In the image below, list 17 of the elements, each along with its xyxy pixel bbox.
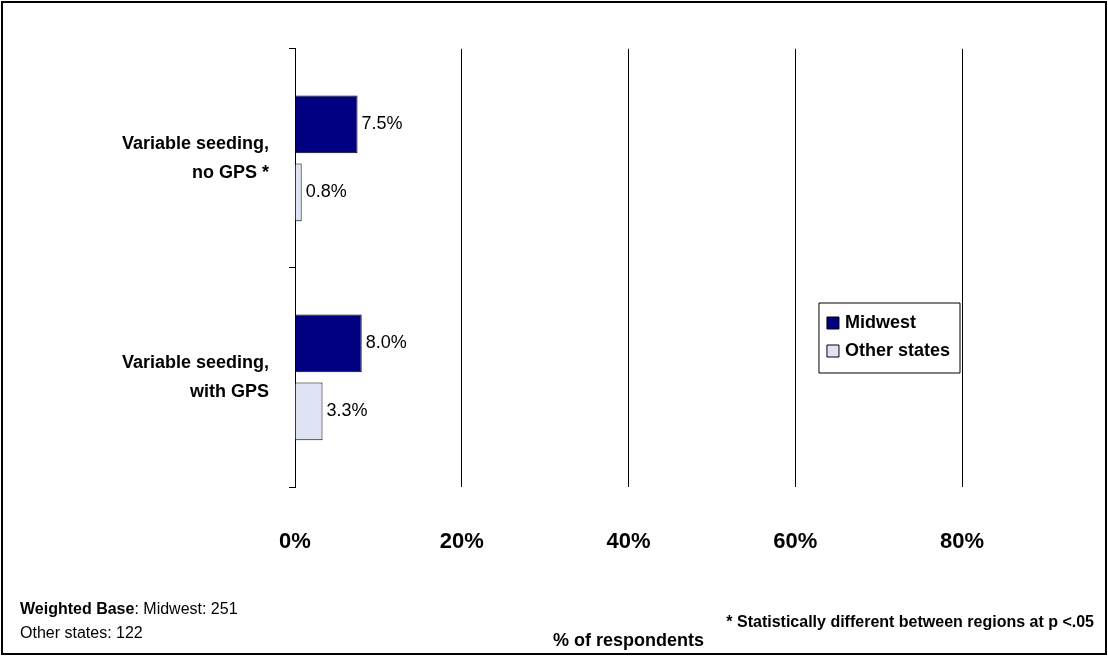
text: Other states: 122 <box>20 624 143 642</box>
x-tick-label: 40% <box>606 528 651 554</box>
x-tick-label: 20% <box>439 528 484 554</box>
data-label: 7.5% <box>361 113 403 134</box>
data-label: 0.8% <box>305 181 347 202</box>
text: * Statistically different between regions at p <.05 <box>726 613 1094 631</box>
y-tick-label: Variable seeding, with GPS <box>121 352 269 401</box>
x-tick-label: 60% <box>773 528 818 554</box>
x-axis-title: % of respondents <box>552 630 705 651</box>
data-label: 8.0% <box>365 332 407 353</box>
x-tick-label: 80% <box>939 528 985 554</box>
text: Weighted Base: Midwest: 251 <box>20 600 238 617</box>
x-tick-label: 0% <box>279 528 311 554</box>
y-tick-label: Variable seeding, no GPS * <box>121 132 269 182</box>
data-label: 3.3% <box>326 400 368 421</box>
legend-label: Other states <box>844 339 951 360</box>
legend-label: Midwest <box>844 311 916 332</box>
